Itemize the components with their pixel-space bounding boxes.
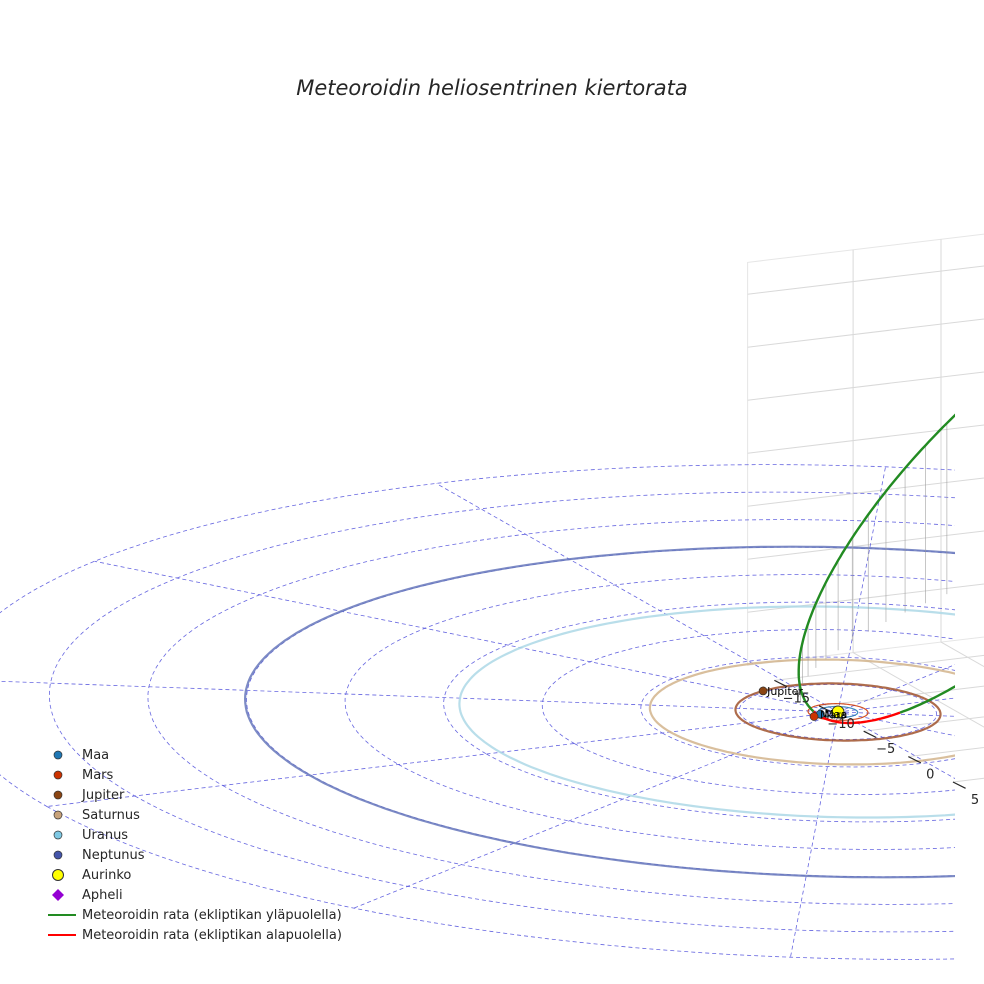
sun-marker [831,705,845,719]
legend-swatch [48,768,78,782]
tick-mark [818,705,832,713]
orbit-mars [807,702,869,722]
planet-label-mars: Mars [820,708,847,721]
planet-label-saturnus: Saturnus [964,671,984,684]
legend-swatch [48,748,78,762]
grid-line-z [747,583,984,613]
grid-line-x [852,249,984,728]
legend-label: Meteoroidin rata (ekliptikan yläpuolella… [82,907,342,923]
legend-swatch [48,868,78,882]
legend-label: Jupiter [82,787,125,803]
legend-swatch [48,848,78,862]
ecliptic-spoke [353,711,839,909]
planet-jupiter [758,686,768,696]
legend-label: Apheli [82,887,123,903]
legend-item: Jupiter [48,785,342,805]
legend-item: Neptunus [48,845,342,865]
legend-label: Aurinko [82,867,132,883]
orbit-neptunus [243,545,955,879]
ecliptic-spoke [94,560,839,713]
orbit-uranus [458,605,955,819]
y-tick-label: 0 [926,768,934,783]
ecliptic-spoke [837,711,955,780]
legend-item: Aurinko [48,865,342,885]
legend-swatch [48,908,78,922]
plot-area: Maa Mars Jupiter Saturnus Uranus Neptunus [0,413,984,960]
y-tick-label: −5 [876,742,895,757]
ecliptic-ring [0,464,955,960]
grid-line-z [747,265,984,295]
legend-item: Uranus [48,825,342,845]
legend-item: Saturnus [48,805,342,825]
planet-mars [809,712,819,721]
grid-line-z [747,318,984,348]
tick-mark [774,679,788,688]
ecliptic-ring [443,601,955,823]
axis-panes [747,233,984,666]
ecliptic-spoke [837,664,955,713]
meteoroid-path-below [830,711,901,725]
y-tick-label: −15 [783,691,810,706]
grid-line-z [747,477,984,507]
legend-item: Mars [48,765,342,785]
chart-title: Meteoroidin heliosentrinen kiertorata [296,76,688,100]
legend-label: Maa [82,747,110,763]
legend-swatch [48,828,78,842]
legend-item: Apheli [48,885,342,905]
tick-mark [908,756,922,764]
legend-item: Meteoroidin rata (ekliptikan yläpuolella… [48,905,342,925]
meteoroid-path-above [797,413,955,714]
grid-line-x [940,239,984,668]
legend-label: Mars [82,767,114,783]
legend-swatch [48,928,78,942]
pane-y-wall [747,233,984,666]
legend-swatch [48,788,78,802]
grid-line-z [747,530,984,560]
legend-swatch [48,808,78,822]
ecliptic-spoke [790,711,839,958]
axis-grid [747,239,984,783]
ecliptic-rings [0,464,955,960]
legend-label: Uranus [82,827,129,843]
ecliptic-spoke [435,483,839,713]
ecliptic-ring [640,656,955,768]
tick-mark [952,781,966,789]
legend-item: Meteoroidin rata (ekliptikan alapuolella… [48,925,342,945]
axis-ticks: 051015202530−40−35−30−25−20−15−10−15−10−… [774,679,979,808]
tick-mark [863,730,877,739]
legend-label: Meteoroidin rata (ekliptikan alapuolella… [82,927,342,943]
ecliptic-spoke [0,680,839,713]
grid-line-z [747,371,984,401]
legend-label: Neptunus [82,847,145,863]
grid-line-z [747,424,984,454]
legend-item: Maa [48,745,342,765]
planet-label-jupiter: Jupiter [766,685,803,698]
y-tick-label: −10 [827,717,854,732]
legend-label: Saturnus [82,807,140,823]
orbit-saturnus [648,658,955,766]
planet-saturnus [962,673,970,681]
legend-swatch [48,888,78,902]
y-tick-label: 5 [971,793,979,808]
legend: Maa Mars Jupiter Saturnus Uranus Neptunus Auri… [48,745,342,945]
